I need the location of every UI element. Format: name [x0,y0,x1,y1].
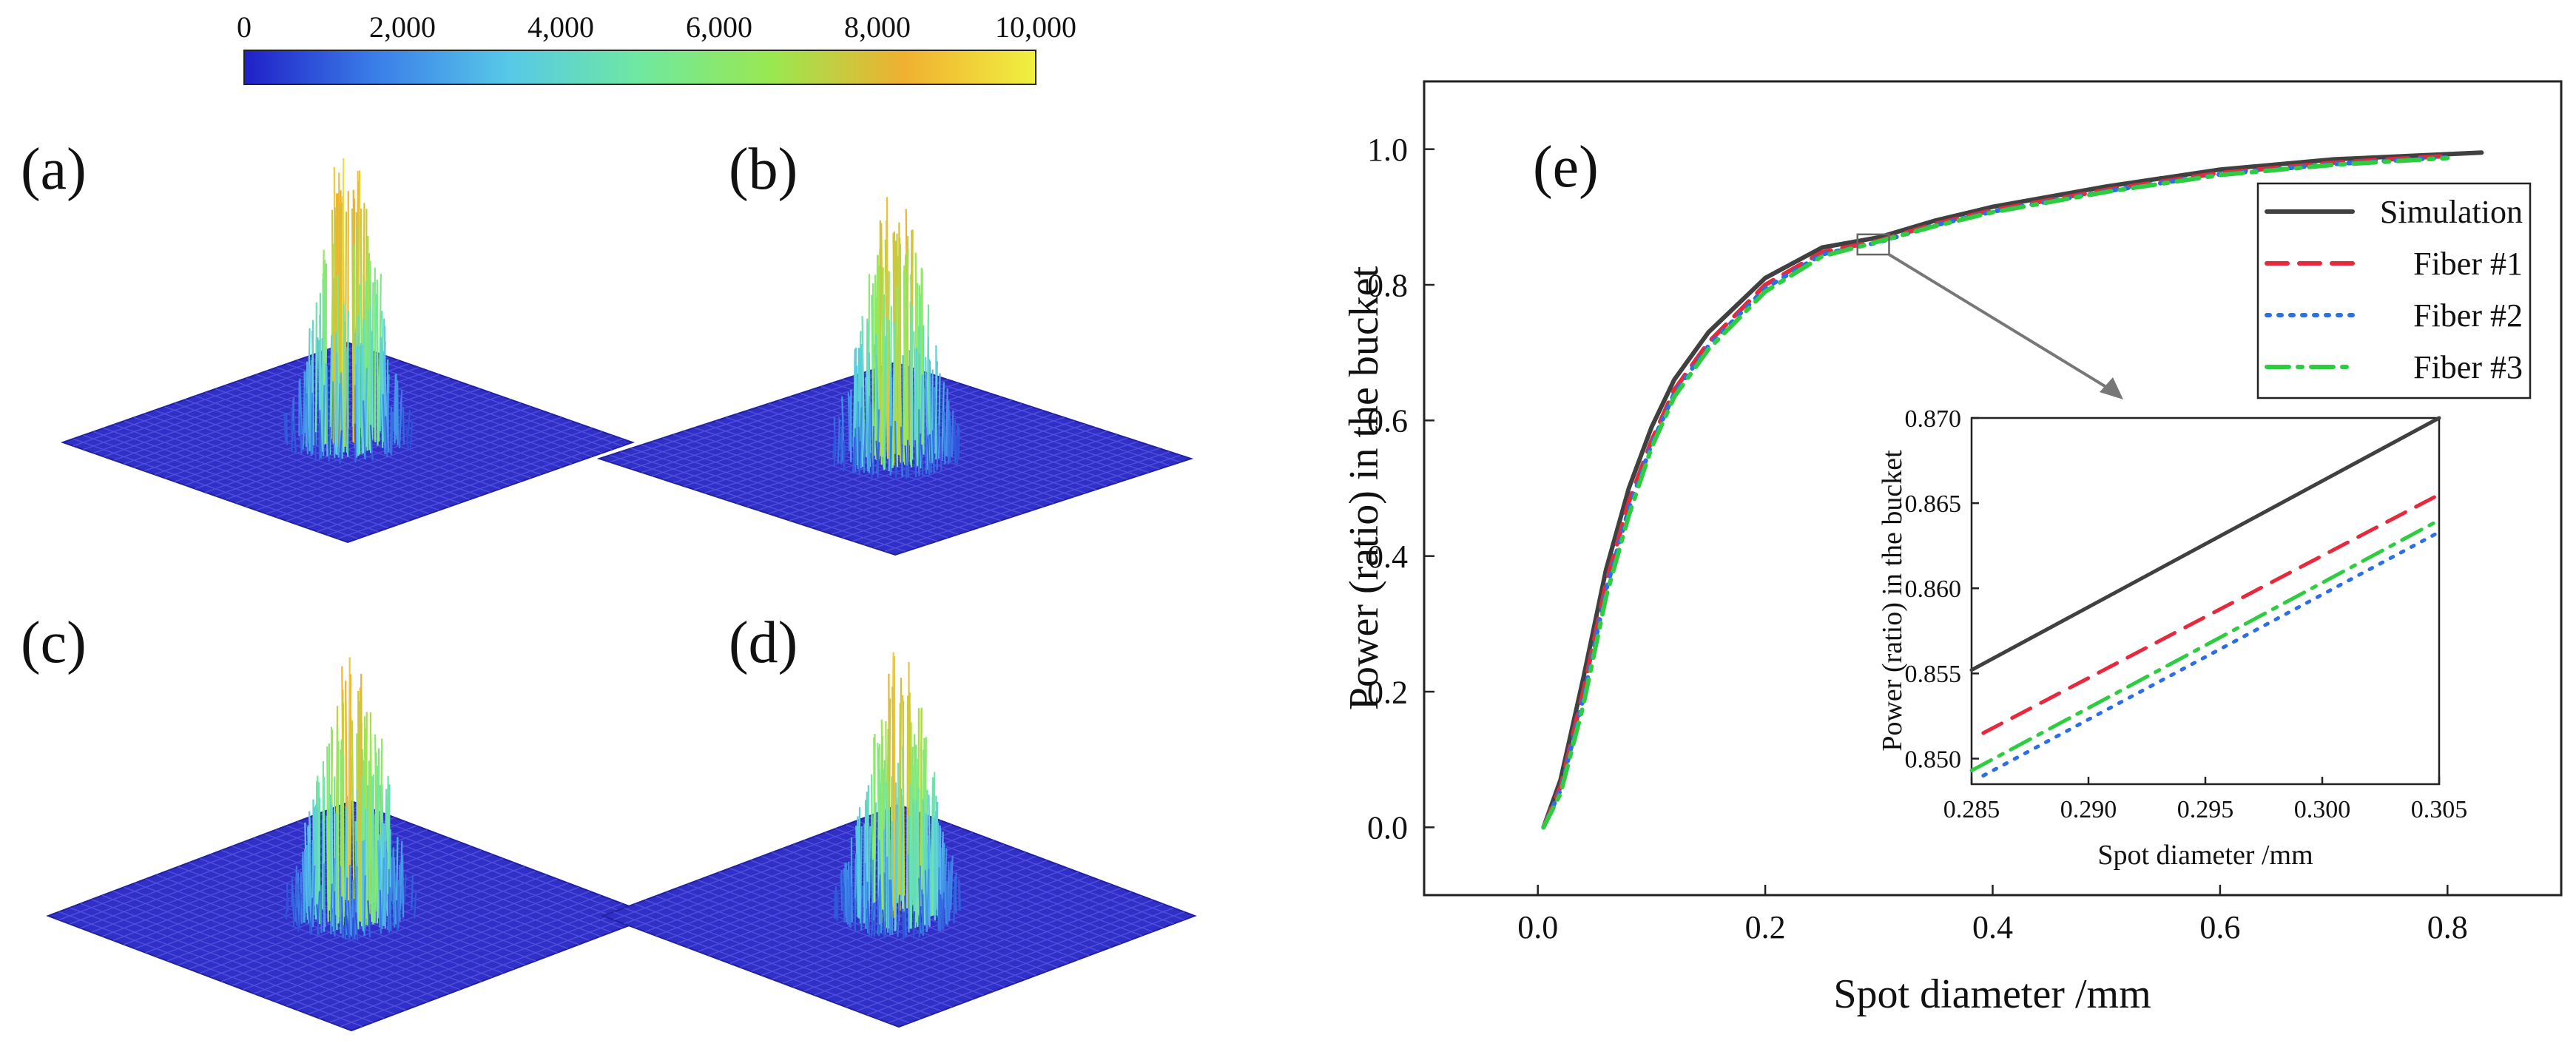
series-line-fiber-2 [1541,155,2450,830]
panel-label: (b) [729,137,798,202]
legend-label: Fiber #1 [2413,246,2523,282]
colorbar-tick-label: 6,000 [686,10,752,44]
main-x-label: Spot diameter /mm [1833,971,2151,1017]
main-chart: 0.0 0.2 0.4 0.6 0.8 0.0 0.2 0.4 0.6 0.8 1.0 (e) S… [1341,80,2563,1017]
x-tick-label: 0.295 [2177,796,2234,823]
y-tick-label: 0.855 [1905,661,1962,688]
y-tick-label: 0.870 [1905,405,1962,433]
panel-label: (a) [21,137,87,202]
x-tick-label: 0.285 [1943,796,2000,823]
zoom-arrow-line [1888,253,2114,392]
surface-panel-c: (c) [21,610,657,1032]
inset-series [1969,416,2441,778]
panel-label: (c) [21,610,87,675]
inset-x-ticks: 0.285 0.290 0.295 0.300 0.305 [1943,777,2468,823]
zoom-arrow-head [2100,377,2123,399]
series-line-fiber-2 [1981,530,2441,778]
legend-label: Fiber #3 [2413,349,2523,385]
colorbar-tick-label: 0 [237,10,252,44]
x-tick-label: 0.300 [2294,796,2351,823]
colorbar-gradient [243,50,1036,85]
legend-label: Simulation [2380,194,2523,230]
inset-chart: 0.285 0.290 0.295 0.300 0.305 0.850 0.855 0.86… [1877,405,2467,871]
surface-panel-d: (d) [601,610,1197,1028]
y-tick-label: 0.8 [1367,267,1408,303]
legend-box [2256,182,2532,399]
surface-peak [832,197,960,480]
legend: Simulation Fiber #1 Fiber #2 Fiber #3 [2256,182,2532,399]
y-tick-label: 0.860 [1905,576,1962,603]
x-tick-label: 0.8 [2427,909,2468,945]
y-tick-label: 0.850 [1905,746,1962,773]
main-panel-label: (e) [1533,135,1599,200]
y-tick-label: 0.4 [1367,539,1408,575]
main-y-ticks: 0.0 0.2 0.4 0.6 0.8 1.0 [1367,132,1434,846]
x-tick-label: 0.290 [2060,796,2117,823]
surface-peak [834,652,962,940]
y-tick-label: 0.0 [1367,810,1408,846]
y-tick-label: 0.2 [1367,674,1408,710]
main-series [1541,150,2484,830]
surface-peak [285,657,417,942]
x-tick-label: 0.305 [2411,796,2468,823]
colorbar-tick-label: 2,000 [369,10,436,44]
x-tick-label: 0.4 [1972,909,2013,945]
x-tick-label: 0.0 [1517,909,1558,945]
zoom-indicator [1856,233,2123,399]
surface-panels: (a) (b) (c) (d) [21,137,1197,1032]
colorbar-tick-label: 10,000 [995,10,1076,44]
y-tick-label: 1.0 [1367,132,1408,168]
panel-label: (d) [729,610,798,675]
inset-y-label: Power (ratio) in the bucket [1877,450,1908,752]
main-x-ticks: 0.0 0.2 0.4 0.6 0.8 [1517,885,2468,945]
inset-y-ticks: 0.850 0.855 0.860 0.865 0.870 [1905,405,1979,773]
surface-panel-a: (a) [21,137,635,544]
series-line-simulation [1969,416,2441,672]
colorbar-tick-label: 8,000 [844,10,911,44]
inset-plot-frame [1970,416,2441,786]
zoom-box [1856,233,1890,256]
surface-panel-b: (b) [596,137,1194,556]
series-line-fiber-1 [1981,493,2441,735]
surface-peak [283,158,414,464]
legend-label: Fiber #2 [2413,297,2523,334]
y-tick-label: 0.6 [1367,403,1408,439]
colorbar-ticks: 0 2,000 4,000 6,000 8,000 10,000 [237,10,1076,44]
inset-x-label: Spot diameter /mm [2097,840,2313,871]
colorbar-tick-label: 4,000 [527,10,594,44]
x-tick-label: 0.2 [1745,909,1786,945]
main-y-label: Power (ratio) in the bucket [1341,266,1387,710]
series-line-simulation [1541,150,2484,830]
x-tick-label: 0.6 [2199,909,2240,945]
series-line-fiber-3 [1541,155,2450,830]
colorbar: 0 2,000 4,000 6,000 8,000 10,000 [237,10,1076,85]
series-line-fiber-3 [1969,518,2441,773]
y-tick-label: 0.865 [1905,490,1962,518]
